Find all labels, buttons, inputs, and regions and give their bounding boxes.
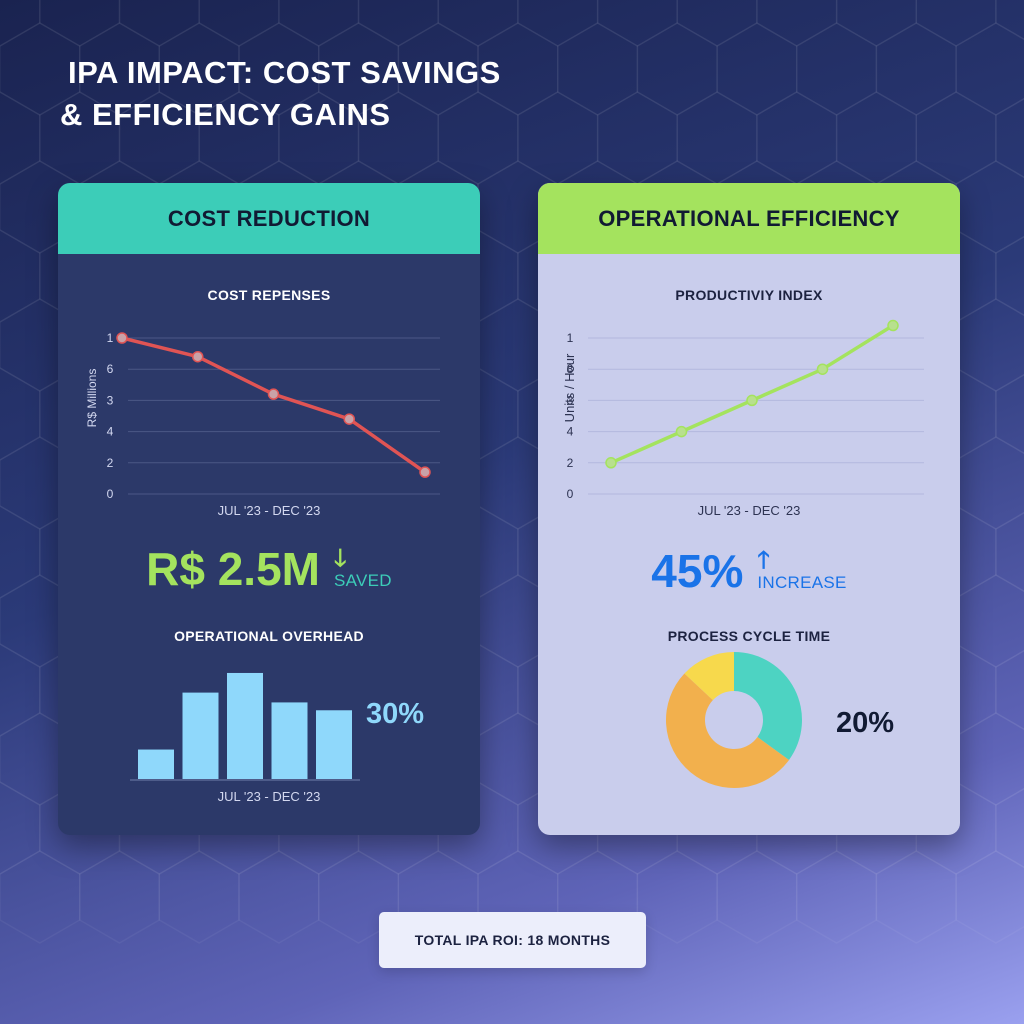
cost-data-point xyxy=(267,388,280,400)
cycle-donut-slice xyxy=(684,652,734,701)
overhead-percentage: 30% xyxy=(366,698,425,730)
overhead-bar-chart xyxy=(130,672,360,781)
prod-y-tick-label: 4 xyxy=(567,425,574,439)
cost-saved-kpi: R$ 2.5M 🡓 SAVED xyxy=(58,543,480,595)
efficiency-increase-kpi: 45% 🡑 INCREASE xyxy=(538,545,960,597)
cycle-donut-chart xyxy=(665,652,802,789)
prod-y-tick-label: 2 xyxy=(567,456,574,470)
cost-y-tick-label: 4 xyxy=(107,425,114,439)
productivity-chart-grid xyxy=(588,337,924,495)
cost-reduction-card: COST REDUCTION COST REPENSES 0 2 4 3 6 1 R$ M… xyxy=(58,183,480,835)
cost-saved-value: R$ 2.5M xyxy=(146,543,320,595)
overhead-chart-title: OPERATIONAL OVERHEAD xyxy=(174,628,364,644)
cost-y-tick-label: 1 xyxy=(107,331,114,345)
cost-chart-y-ticks: 0 2 4 3 6 1 xyxy=(107,331,114,501)
cost-data-point xyxy=(116,332,128,344)
productivity-chart-y-ticks: 0 2 4 3 8 1 xyxy=(567,331,574,501)
prod-y-tick-label: 0 xyxy=(567,487,574,501)
cost-line-chart: 0 2 4 3 6 1 R$ Millions xyxy=(85,331,440,501)
cost-y-tick-label: 3 xyxy=(107,393,114,407)
cost-chart-title: COST REPENSES xyxy=(207,287,331,303)
productivity-chart-y-axis-label: Units / Hour xyxy=(562,353,577,422)
prod-data-point xyxy=(746,394,758,407)
efficiency-increase-label: INCREASE xyxy=(757,573,847,592)
productivity-chart-x-label: JUL '23 - DEC '23 xyxy=(697,503,801,518)
overhead-bar xyxy=(182,692,219,779)
cycle-donut-slices xyxy=(665,652,802,789)
prod-y-tick-label: 1 xyxy=(567,331,574,345)
cost-data-point xyxy=(419,466,431,478)
prod-data-point xyxy=(887,319,899,332)
prod-data-point xyxy=(675,425,688,438)
efficiency-increase-value: 45% xyxy=(651,545,744,597)
prod-data-point xyxy=(816,363,829,375)
cost-chart-y-axis-label: R$ Millions xyxy=(85,369,99,428)
cost-y-tick-label: 2 xyxy=(107,456,114,470)
cost-y-tick-label: 6 xyxy=(107,362,114,376)
arrow-down-icon: 🡓 xyxy=(333,545,347,572)
cost-data-point xyxy=(343,413,355,425)
cost-series-points xyxy=(116,332,431,478)
productivity-series-points xyxy=(605,319,899,469)
page-title-line-2: & EFFICIENCY GAINS xyxy=(60,97,391,132)
cycle-donut-slice xyxy=(665,673,790,789)
page-title: IPA IMPACT: COST SAVINGS & EFFICIENCY GA… xyxy=(60,52,501,136)
cost-chart-grid xyxy=(128,337,440,495)
prod-y-tick-label: 8 xyxy=(567,362,574,376)
arrow-up-icon: 🡑 xyxy=(757,547,770,574)
cost-reduction-header: COST REDUCTION xyxy=(58,183,480,254)
cycle-donut-slice xyxy=(734,652,802,760)
operational-efficiency-card: OPERATIONAL EFFICIENCY PRODUCTIVIY INDEX… xyxy=(538,183,960,835)
cost-saved-label: SAVED xyxy=(333,571,392,590)
prod-data-point xyxy=(605,457,617,469)
page-title-line-1: IPA IMPACT: COST SAVINGS xyxy=(68,55,501,90)
cost-y-tick-label: 0 xyxy=(107,487,114,501)
overhead-bars xyxy=(138,672,352,779)
total-roi-badge: TOTAL IPA ROI: 18 MONTHS xyxy=(379,912,646,968)
overhead-bar xyxy=(316,710,352,779)
productivity-chart-title: PRODUCTIVIY INDEX xyxy=(675,287,823,303)
overhead-bar xyxy=(227,672,263,779)
prod-y-tick-label: 3 xyxy=(567,393,574,407)
productivity-line-chart: 0 2 4 3 8 1 Units / Hour xyxy=(562,319,924,501)
cost-chart-x-label: JUL '23 - DEC '23 xyxy=(217,503,321,518)
operational-efficiency-header: OPERATIONAL EFFICIENCY xyxy=(538,183,960,254)
overhead-chart-x-label: JUL '23 - DEC '23 xyxy=(217,789,321,804)
cycle-percentage: 20% xyxy=(836,707,895,739)
cycle-chart-title: PROCESS CYCLE TIME xyxy=(667,628,831,644)
overhead-bar xyxy=(138,749,174,779)
cost-data-point xyxy=(192,350,204,363)
overhead-bar xyxy=(271,702,308,779)
